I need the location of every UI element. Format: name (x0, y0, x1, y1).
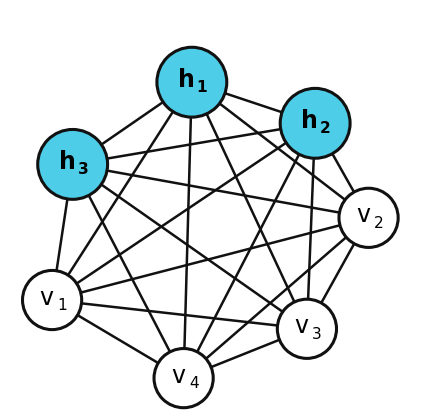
Circle shape (23, 270, 82, 330)
Text: v: v (356, 203, 370, 227)
Circle shape (157, 47, 227, 117)
Text: 2: 2 (374, 216, 384, 231)
Text: v: v (171, 364, 185, 388)
Text: 1: 1 (197, 80, 207, 95)
Circle shape (280, 88, 350, 158)
Circle shape (38, 129, 107, 199)
Text: 4: 4 (189, 376, 199, 391)
Text: v: v (294, 314, 309, 338)
Text: h: h (178, 68, 195, 92)
Circle shape (154, 349, 213, 408)
Text: h: h (301, 109, 318, 133)
Circle shape (339, 188, 398, 247)
Text: v: v (40, 286, 54, 309)
Text: h: h (59, 150, 76, 174)
Text: 2: 2 (320, 121, 331, 136)
Text: 3: 3 (312, 327, 322, 342)
Text: 1: 1 (58, 298, 67, 313)
Circle shape (277, 299, 336, 358)
Text: 3: 3 (78, 162, 88, 177)
